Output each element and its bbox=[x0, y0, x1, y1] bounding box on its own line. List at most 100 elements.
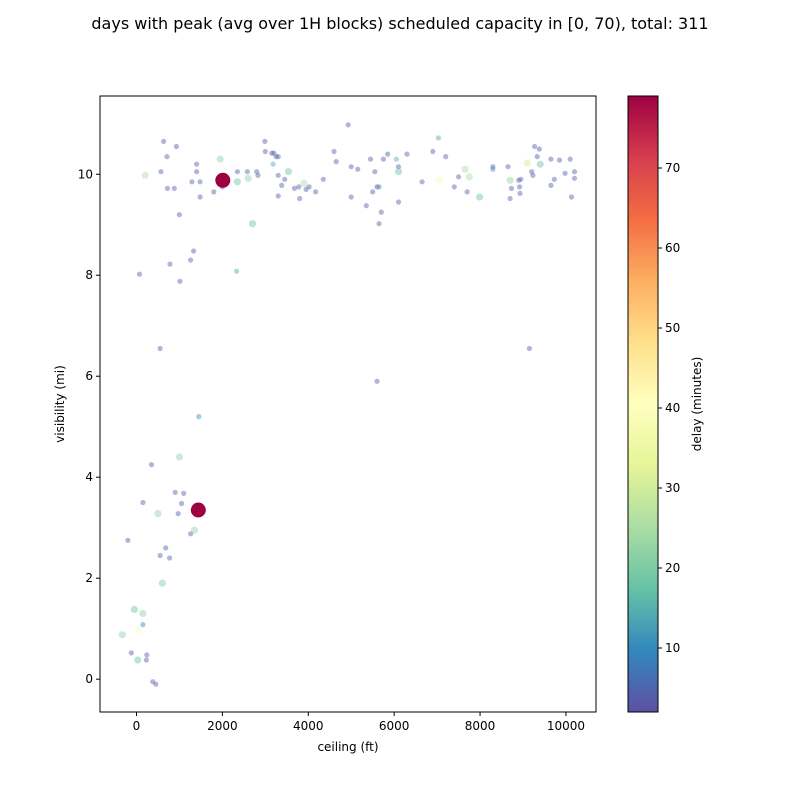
scatter-point bbox=[157, 345, 163, 352]
x-axis: 0 2000 4000 6000 8000 10000 bbox=[133, 712, 585, 733]
scatter-point bbox=[490, 164, 496, 170]
x-tick-label: 4000 bbox=[293, 719, 324, 733]
scatter-point bbox=[148, 462, 155, 468]
scatter-point bbox=[534, 154, 540, 160]
scatter-point bbox=[394, 168, 403, 176]
scatter-point bbox=[465, 173, 473, 181]
scatter-point bbox=[526, 345, 533, 352]
scatter-point bbox=[518, 176, 524, 182]
x-axis-label: ceiling (ft) bbox=[317, 740, 378, 754]
x-tick-label: 6000 bbox=[379, 719, 410, 733]
scatter-point bbox=[140, 622, 146, 628]
axes-frame bbox=[99, 95, 597, 713]
y-axis-label: visibility (mi) bbox=[53, 365, 67, 443]
scatter-point bbox=[419, 179, 425, 185]
scatter-point bbox=[172, 489, 178, 495]
scatter-point bbox=[279, 182, 285, 188]
scatter-point bbox=[158, 579, 166, 587]
scatter-point bbox=[144, 652, 150, 658]
scatter-point bbox=[270, 161, 276, 167]
scatter-point bbox=[190, 502, 206, 518]
scatter-point bbox=[273, 154, 279, 160]
scatter-point bbox=[134, 656, 142, 664]
scatter-point bbox=[179, 500, 185, 507]
scatter-point bbox=[378, 209, 384, 215]
scatter-point bbox=[163, 545, 169, 551]
scatter-point bbox=[248, 220, 257, 228]
scatter-point bbox=[490, 166, 496, 172]
scatter-point bbox=[154, 509, 162, 518]
scatter-point bbox=[530, 172, 536, 178]
scatter-point bbox=[139, 609, 147, 618]
scatter-point bbox=[508, 185, 514, 191]
scatter-point bbox=[275, 172, 281, 178]
scatter-point bbox=[313, 189, 319, 195]
scatter-point bbox=[363, 203, 369, 209]
scatter-point bbox=[571, 175, 578, 181]
colorbar bbox=[627, 95, 659, 713]
scatter-point bbox=[372, 169, 378, 175]
scatter-point bbox=[234, 169, 240, 175]
scatter-point bbox=[376, 184, 382, 190]
scatter-point bbox=[536, 160, 544, 168]
scatter-point bbox=[456, 174, 462, 180]
scatter-point bbox=[395, 199, 402, 205]
scatter-point bbox=[348, 164, 354, 170]
scatter-point bbox=[194, 169, 200, 175]
scatter-point bbox=[262, 148, 268, 155]
scatter-point bbox=[355, 166, 361, 172]
scatter-point bbox=[135, 626, 143, 634]
y-axis: 0 2 4 6 8 10 bbox=[78, 167, 100, 686]
scatter-point bbox=[244, 174, 252, 182]
x-tick-label: 8000 bbox=[465, 719, 496, 733]
scatter-point bbox=[188, 531, 194, 537]
scatter-point bbox=[506, 176, 514, 184]
scatter-point bbox=[345, 122, 351, 128]
scatter-point bbox=[320, 176, 326, 182]
scatter-point bbox=[150, 679, 156, 685]
scatter-point bbox=[571, 169, 578, 175]
scatter-point bbox=[125, 537, 131, 543]
scatter-point bbox=[190, 526, 199, 534]
x-tick-label: 10000 bbox=[547, 719, 585, 733]
scatter-point bbox=[164, 154, 170, 160]
scatter-point bbox=[269, 150, 275, 156]
scatter-point bbox=[306, 184, 312, 190]
scatter-point bbox=[234, 268, 240, 274]
scatter-point bbox=[303, 186, 309, 192]
scatter-point bbox=[568, 194, 575, 200]
scatter-point bbox=[548, 156, 554, 162]
scatter-point bbox=[374, 378, 380, 384]
scatter-point bbox=[297, 195, 303, 202]
scatter-point bbox=[128, 650, 134, 656]
scatter-point bbox=[143, 657, 149, 663]
y-tick-label: 10 bbox=[78, 167, 93, 181]
colorbar-tick-label: 40 bbox=[665, 401, 680, 415]
colorbar-tick-label: 70 bbox=[665, 161, 680, 175]
scatter-point bbox=[161, 138, 167, 144]
scatter-point bbox=[476, 193, 484, 201]
scatter-point bbox=[551, 176, 557, 182]
scatter-point bbox=[262, 138, 268, 144]
scatter-point bbox=[136, 271, 143, 277]
scatter-point bbox=[176, 212, 182, 218]
scatter-point bbox=[140, 499, 146, 506]
scatter-point bbox=[380, 156, 386, 162]
scatter-point bbox=[153, 681, 159, 687]
y-tick-label: 2 bbox=[85, 571, 93, 585]
scatter-point bbox=[141, 171, 149, 179]
colorbar-tick-label: 50 bbox=[665, 321, 680, 335]
scatter-point bbox=[517, 190, 523, 196]
scatter-point bbox=[173, 143, 179, 150]
scatter-point bbox=[275, 193, 281, 199]
scatter-point bbox=[271, 150, 277, 156]
scatter-point bbox=[385, 151, 391, 157]
scatter-point bbox=[177, 278, 183, 284]
scatter-point bbox=[216, 155, 224, 163]
y-tick-label: 8 bbox=[85, 268, 93, 282]
colorbar-label: delay (minutes) bbox=[690, 357, 704, 452]
scatter-point bbox=[435, 176, 443, 184]
scatter-point bbox=[197, 179, 203, 185]
colorbar-tick-label: 30 bbox=[665, 481, 680, 495]
